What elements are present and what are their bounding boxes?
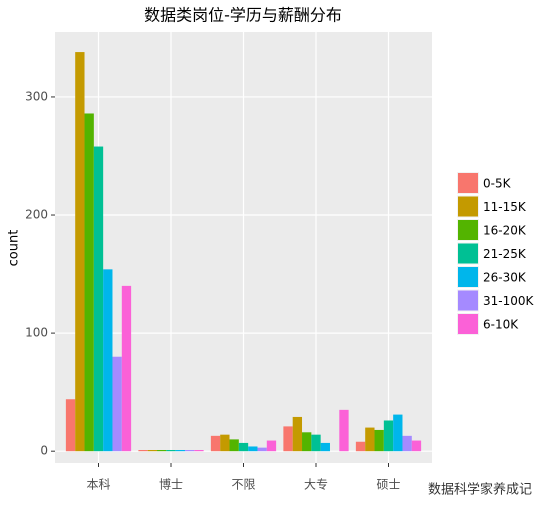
- bar: [374, 429, 384, 452]
- y-tick-label: 200: [25, 208, 48, 222]
- bar: [194, 450, 204, 452]
- y-tick-label: 100: [25, 326, 48, 340]
- bar: [238, 442, 249, 452]
- bar: [411, 440, 422, 452]
- y-tick-label: 0: [40, 444, 48, 458]
- bar: [302, 432, 312, 452]
- legend-swatch: [458, 196, 478, 217]
- legend-label: 31-100K: [483, 294, 535, 308]
- bar: [220, 434, 230, 452]
- bar: [292, 416, 303, 452]
- bar: [257, 447, 267, 452]
- legend-label: 26-30K: [483, 271, 527, 285]
- bar: [229, 439, 239, 452]
- legend-swatch: [458, 314, 478, 334]
- chart-title: 数据类岗位-学历与薪酬分布: [144, 6, 342, 25]
- x-tick-label: 博士: [159, 477, 183, 492]
- bar: [147, 450, 158, 452]
- bar: [93, 146, 104, 452]
- bar: [184, 450, 195, 452]
- legend-label: 21-25K: [483, 247, 527, 261]
- bar: [365, 427, 375, 452]
- bar: [210, 435, 221, 452]
- bar: [75, 52, 85, 452]
- watermark: 数据科学家养成记: [428, 482, 532, 498]
- bar: [266, 440, 277, 452]
- bar: [103, 269, 113, 452]
- bar: [248, 446, 258, 452]
- bar: [121, 285, 132, 452]
- bar: [138, 450, 148, 452]
- x-tick-label: 本科: [86, 478, 110, 492]
- y-axis-title: count: [7, 230, 22, 267]
- bar: [383, 420, 394, 452]
- bar: [393, 414, 403, 452]
- bar: [320, 442, 330, 452]
- y-tick-label: 300: [25, 89, 48, 103]
- bar: [355, 441, 366, 452]
- legend-swatch: [458, 243, 478, 264]
- bar: [175, 450, 185, 452]
- bar: [65, 399, 76, 452]
- legend-swatch: [458, 220, 478, 240]
- bar: [311, 434, 321, 452]
- x-tick-label: 不限: [231, 478, 255, 492]
- bar: [84, 113, 94, 452]
- bar: [157, 450, 167, 452]
- legend-label: 6-10K: [483, 318, 519, 332]
- bar: [339, 409, 349, 452]
- legend-swatch: [458, 290, 478, 311]
- legend-swatch: [458, 267, 478, 287]
- bar: [112, 356, 122, 452]
- x-tick-label: 大专: [304, 477, 328, 492]
- legend-swatch: [458, 173, 478, 193]
- bar: [166, 450, 176, 452]
- x-tick-label: 硕士: [376, 478, 400, 492]
- legend-label: 0-5K: [483, 177, 512, 191]
- bar: [402, 435, 412, 452]
- bar: [283, 426, 293, 452]
- legend-label: 11-15K: [483, 200, 527, 214]
- legend-label: 16-20K: [483, 224, 527, 238]
